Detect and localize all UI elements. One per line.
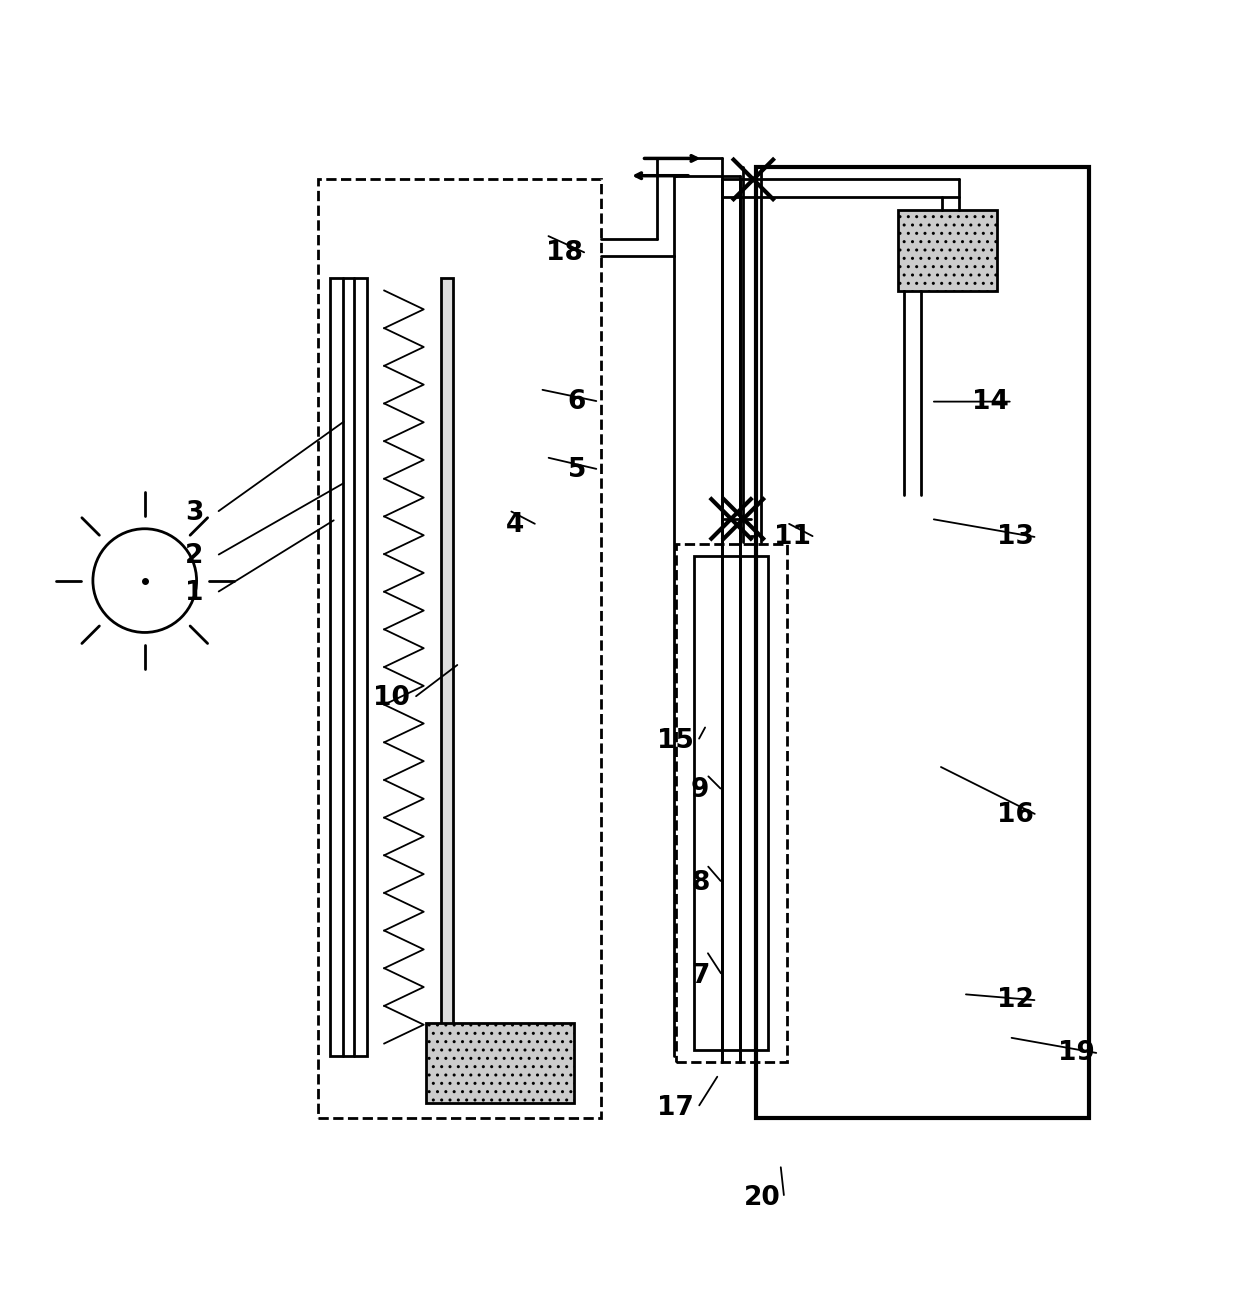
Bar bbox=[427, 1022, 574, 1102]
Bar bbox=[441, 278, 454, 1056]
Text: 8: 8 bbox=[691, 870, 709, 896]
Text: 2: 2 bbox=[185, 543, 203, 569]
Text: 13: 13 bbox=[997, 524, 1033, 550]
Text: 7: 7 bbox=[691, 962, 709, 988]
Text: 3: 3 bbox=[185, 499, 203, 525]
Text: 6: 6 bbox=[568, 389, 587, 415]
Text: 19: 19 bbox=[1058, 1040, 1095, 1066]
Text: 18: 18 bbox=[546, 240, 583, 266]
Bar bbox=[676, 543, 786, 1062]
Bar bbox=[317, 179, 601, 1118]
Bar bbox=[694, 556, 768, 1049]
Text: 4: 4 bbox=[506, 512, 525, 538]
Text: 14: 14 bbox=[972, 389, 1008, 415]
Bar bbox=[898, 210, 997, 291]
Bar bbox=[330, 278, 367, 1056]
Text: 12: 12 bbox=[997, 987, 1033, 1013]
Text: 17: 17 bbox=[657, 1095, 694, 1121]
Text: 11: 11 bbox=[774, 524, 811, 550]
Text: 9: 9 bbox=[691, 777, 709, 803]
Text: 15: 15 bbox=[657, 728, 694, 754]
Text: 5: 5 bbox=[568, 457, 587, 482]
Bar bbox=[756, 167, 1089, 1118]
Text: 16: 16 bbox=[997, 802, 1033, 829]
Text: 1: 1 bbox=[185, 580, 203, 606]
Text: 20: 20 bbox=[744, 1185, 780, 1211]
Text: 10: 10 bbox=[373, 685, 410, 711]
